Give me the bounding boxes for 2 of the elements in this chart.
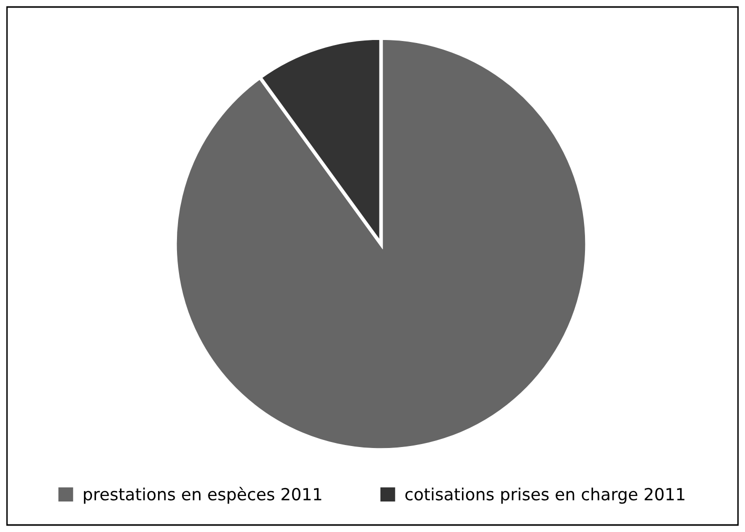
legend-label: cotisations prises en charge 2011 — [405, 488, 684, 504]
legend-label: prestations en espèces 2011 — [84, 486, 322, 504]
